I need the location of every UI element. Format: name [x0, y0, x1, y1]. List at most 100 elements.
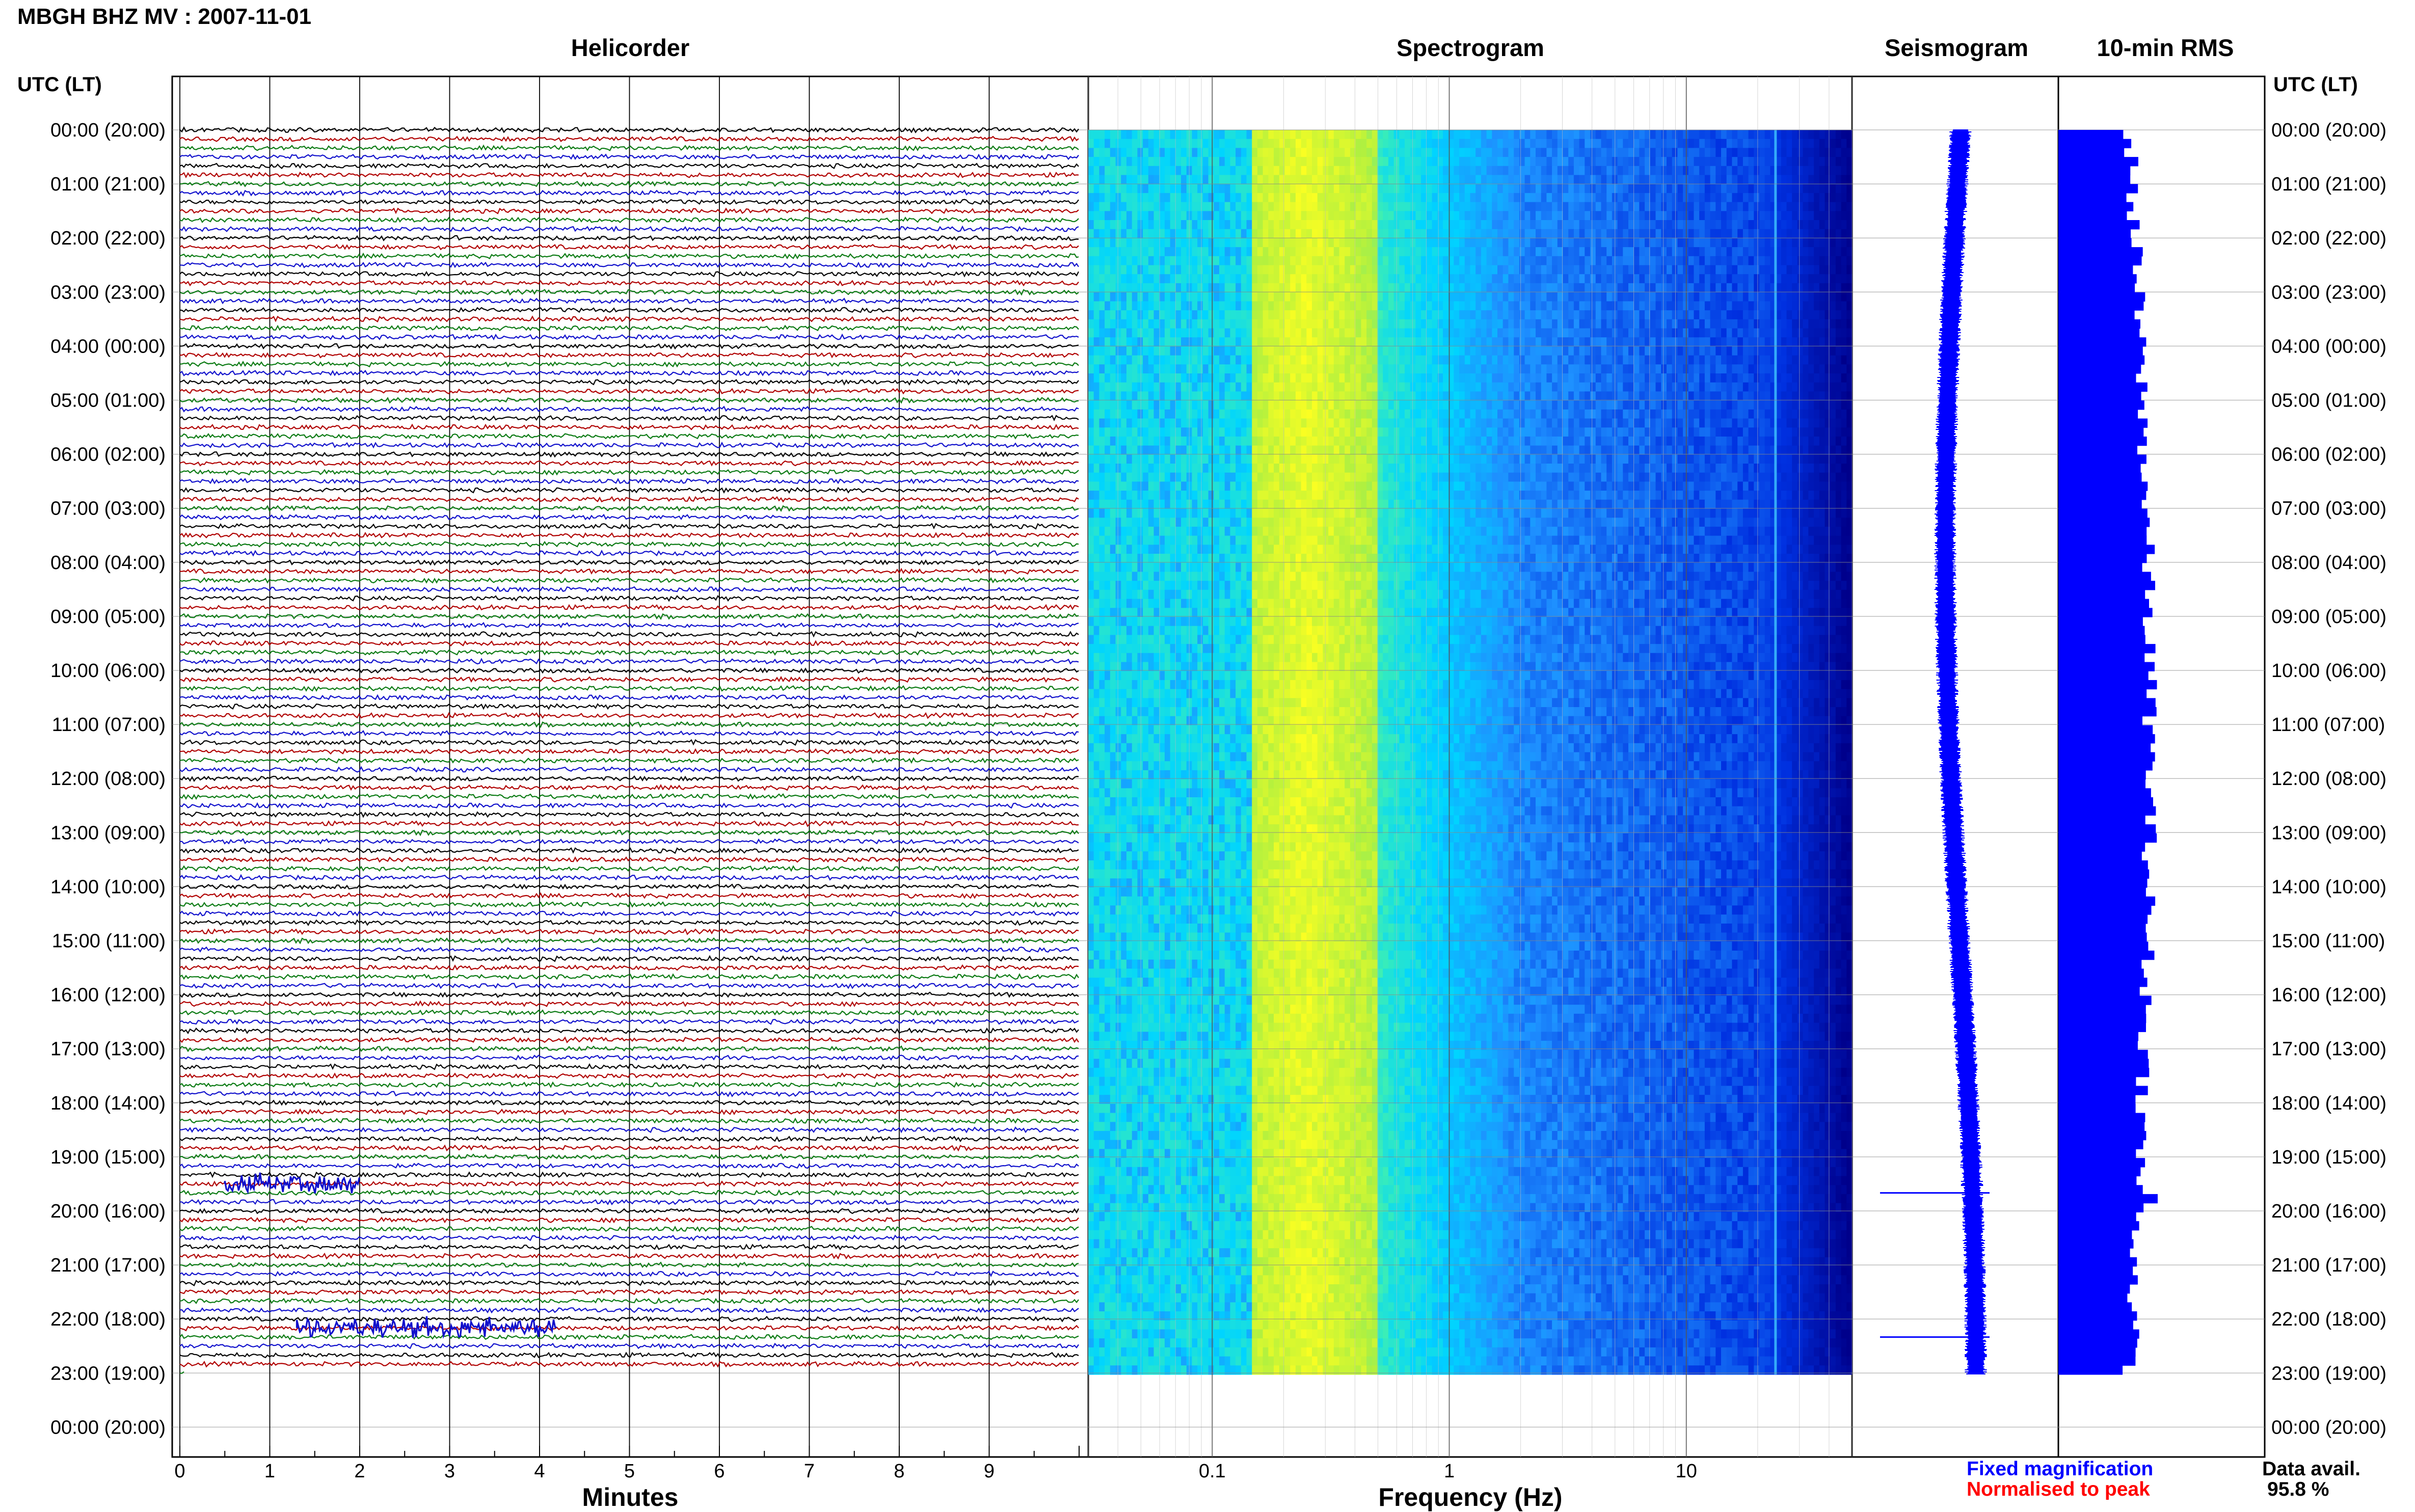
- spectrogram-cell: [1650, 238, 1656, 247]
- spectrogram-cell: [1219, 419, 1225, 428]
- spectrogram-cell: [1165, 265, 1170, 275]
- spectrogram-cell: [1803, 400, 1809, 410]
- spectrogram-cell: [1209, 139, 1214, 148]
- spectrogram-cell: [1459, 202, 1465, 211]
- spectrogram-cell: [1148, 346, 1154, 356]
- spectrogram-cell: [1159, 410, 1165, 419]
- spectrogram-cell: [1787, 437, 1792, 446]
- spectrogram-cell: [1274, 391, 1279, 400]
- spectrogram-cell: [1285, 166, 1291, 175]
- spectrogram-cell: [1661, 310, 1667, 319]
- spectrogram-cell: [1290, 274, 1296, 283]
- spectrogram-cell: [1656, 202, 1661, 211]
- spectrogram-cell: [1175, 274, 1181, 283]
- spectrogram-cell: [1318, 256, 1323, 265]
- spectrogram-cell: [1192, 364, 1197, 373]
- spectrogram-cell: [1366, 139, 1372, 148]
- spectrogram-cell: [1328, 238, 1334, 247]
- spectrogram-cell: [1094, 446, 1099, 455]
- spectrogram-cell: [1754, 310, 1759, 319]
- spectrogram-cell: [1154, 292, 1160, 302]
- spectrogram-cell: [1399, 292, 1405, 302]
- spectrogram-cell: [1623, 157, 1628, 166]
- spectrogram-cell: [1754, 419, 1759, 428]
- spectrogram-cell: [1503, 427, 1509, 437]
- spectrogram-cell: [1797, 211, 1803, 220]
- spectrogram-cell: [1230, 238, 1236, 247]
- spectrogram-cell: [1306, 292, 1312, 302]
- spectrogram-cell: [1143, 419, 1148, 428]
- spectrogram-cell: [1225, 364, 1230, 373]
- spectrogram-cell: [1470, 364, 1476, 373]
- spectrogram-heatmap: [1088, 130, 1853, 1375]
- spectrogram-cell: [1574, 337, 1579, 346]
- spectrogram-cell: [1378, 437, 1383, 446]
- spectrogram-cell: [1585, 310, 1590, 319]
- spectrogram-cell: [1808, 410, 1814, 419]
- spectrogram-cell: [1241, 238, 1247, 247]
- spectrogram-cell: [1263, 391, 1269, 400]
- spectrogram-cell: [1661, 419, 1667, 428]
- spectrogram-cell: [1415, 166, 1421, 175]
- spectrogram-cell: [1339, 238, 1345, 247]
- spectrogram-cell: [1372, 265, 1378, 275]
- spectrogram-cell: [1737, 391, 1743, 400]
- spectrogram-cell: [1694, 202, 1700, 211]
- spectrogram-cell: [1361, 175, 1366, 184]
- spectrogram-cell: [1618, 346, 1623, 356]
- spectrogram-cell: [1825, 373, 1831, 383]
- spectrogram-cell: [1279, 337, 1285, 346]
- spectrogram-cell: [1814, 130, 1819, 139]
- spectrogram-cell: [1312, 437, 1318, 446]
- spectrogram-cell: [1606, 256, 1612, 265]
- spectrogram-cell: [1579, 400, 1585, 410]
- spectrogram-cell: [1236, 329, 1241, 338]
- spectrogram-cell: [1596, 319, 1601, 329]
- spectrogram-cell: [1661, 220, 1667, 229]
- spectrogram-cell: [1116, 193, 1121, 202]
- spectrogram-cell: [1623, 274, 1628, 283]
- spectrogram-cell: [1148, 319, 1154, 329]
- spectrogram-cell: [1656, 427, 1661, 437]
- spectrogram-cell: [1677, 391, 1683, 400]
- spectrogram-cell: [1765, 265, 1770, 275]
- spectrogram-cell: [1530, 427, 1536, 437]
- spectrogram-cell: [1225, 247, 1230, 256]
- spectrogram-cell: [1487, 437, 1492, 446]
- spectrogram-cell: [1230, 157, 1236, 166]
- spectrogram-cell: [1672, 184, 1678, 193]
- spectrogram-cell: [1803, 157, 1809, 166]
- spectrogram-cell: [1296, 211, 1301, 220]
- spectrogram-cell: [1568, 301, 1574, 310]
- spectrogram-cell: [1459, 274, 1465, 283]
- spectrogram-cell: [1328, 292, 1334, 302]
- spectrogram-cell: [1154, 383, 1160, 392]
- spectrogram-cell: [1372, 139, 1378, 148]
- spectrogram-cell: [1765, 373, 1770, 383]
- spectrogram-cell: [1427, 373, 1432, 383]
- spectrogram-cell: [1301, 329, 1307, 338]
- spectrogram-cell: [1715, 148, 1721, 157]
- spectrogram-cell: [1552, 283, 1558, 292]
- spectrogram-cell: [1345, 356, 1350, 365]
- spectrogram-cell: [1508, 346, 1514, 356]
- spectrogram-cell: [1427, 274, 1432, 283]
- spectrogram-cell: [1192, 193, 1197, 202]
- spectrogram-cell: [1296, 292, 1301, 302]
- spectrogram-cell: [1312, 256, 1318, 265]
- spectrogram-cell: [1787, 346, 1792, 356]
- spectrogram-cell: [1285, 410, 1291, 419]
- spectrogram-cell: [1710, 247, 1716, 256]
- spectrogram-cell: [1536, 130, 1541, 139]
- spectrogram-cell: [1415, 292, 1421, 302]
- spectrogram-cell: [1503, 157, 1509, 166]
- spectrogram-cell: [1688, 310, 1694, 319]
- spectrogram-cell: [1328, 283, 1334, 292]
- spectrogram-cell: [1530, 419, 1536, 428]
- spectrogram-cell: [1819, 202, 1825, 211]
- spectrogram-cell: [1443, 410, 1448, 419]
- spectrogram-cell: [1312, 373, 1318, 383]
- spectrogram-cell: [1192, 220, 1197, 229]
- spectrogram-cell: [1454, 437, 1459, 446]
- spectrogram-cell: [1841, 139, 1847, 148]
